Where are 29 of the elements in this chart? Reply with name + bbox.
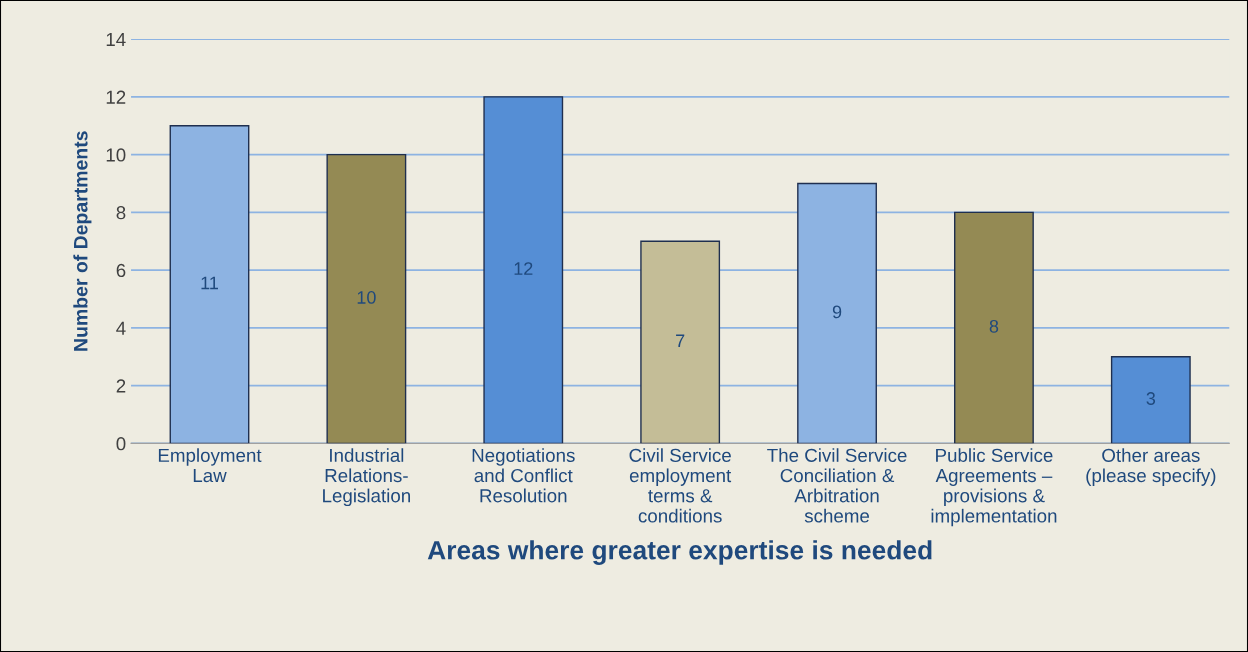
y-axis-title: Number of Departments xyxy=(73,131,92,351)
x-tick-label: The Civil Service Conciliation & Arbitration scheme xyxy=(767,448,907,523)
x-tick-label: Industrial Relations- Legislation xyxy=(323,448,410,507)
y-tick-label: 8 xyxy=(116,206,126,220)
x-axis-title: Areas where greater expertise is needed xyxy=(427,540,932,565)
x-tick-label: Employment Law xyxy=(158,448,262,483)
data-label: 9 xyxy=(832,305,842,319)
bar xyxy=(640,240,721,444)
data-label: 3 xyxy=(1146,392,1156,405)
x-tick-label: Civil Service employment terms & conditions xyxy=(629,448,732,523)
bar xyxy=(326,153,407,444)
bar xyxy=(483,96,564,444)
x-tick-label: Public Service Agreements – provisions & implementation xyxy=(931,448,1057,527)
data-label: 10 xyxy=(357,291,376,304)
y-tick-label: 6 xyxy=(116,263,126,278)
data-label: 12 xyxy=(514,262,533,275)
y-tick-label: 4 xyxy=(116,321,126,335)
data-label: 7 xyxy=(676,334,685,347)
bar xyxy=(954,211,1034,444)
y-tick-label: 14 xyxy=(106,33,126,46)
data-label: 8 xyxy=(989,319,999,333)
y-tick-label: 2 xyxy=(116,379,126,393)
x-tick-label: Negotiations and Conflict Resolution xyxy=(472,448,575,503)
x-tick-label: Other areas (please specify) xyxy=(1086,448,1216,486)
y-tick-label: 10 xyxy=(106,148,126,162)
y-tick-label: 0 xyxy=(116,437,126,451)
data-label: 11 xyxy=(201,276,218,290)
y-tick-label: 12 xyxy=(106,90,126,104)
bar xyxy=(1110,356,1191,444)
